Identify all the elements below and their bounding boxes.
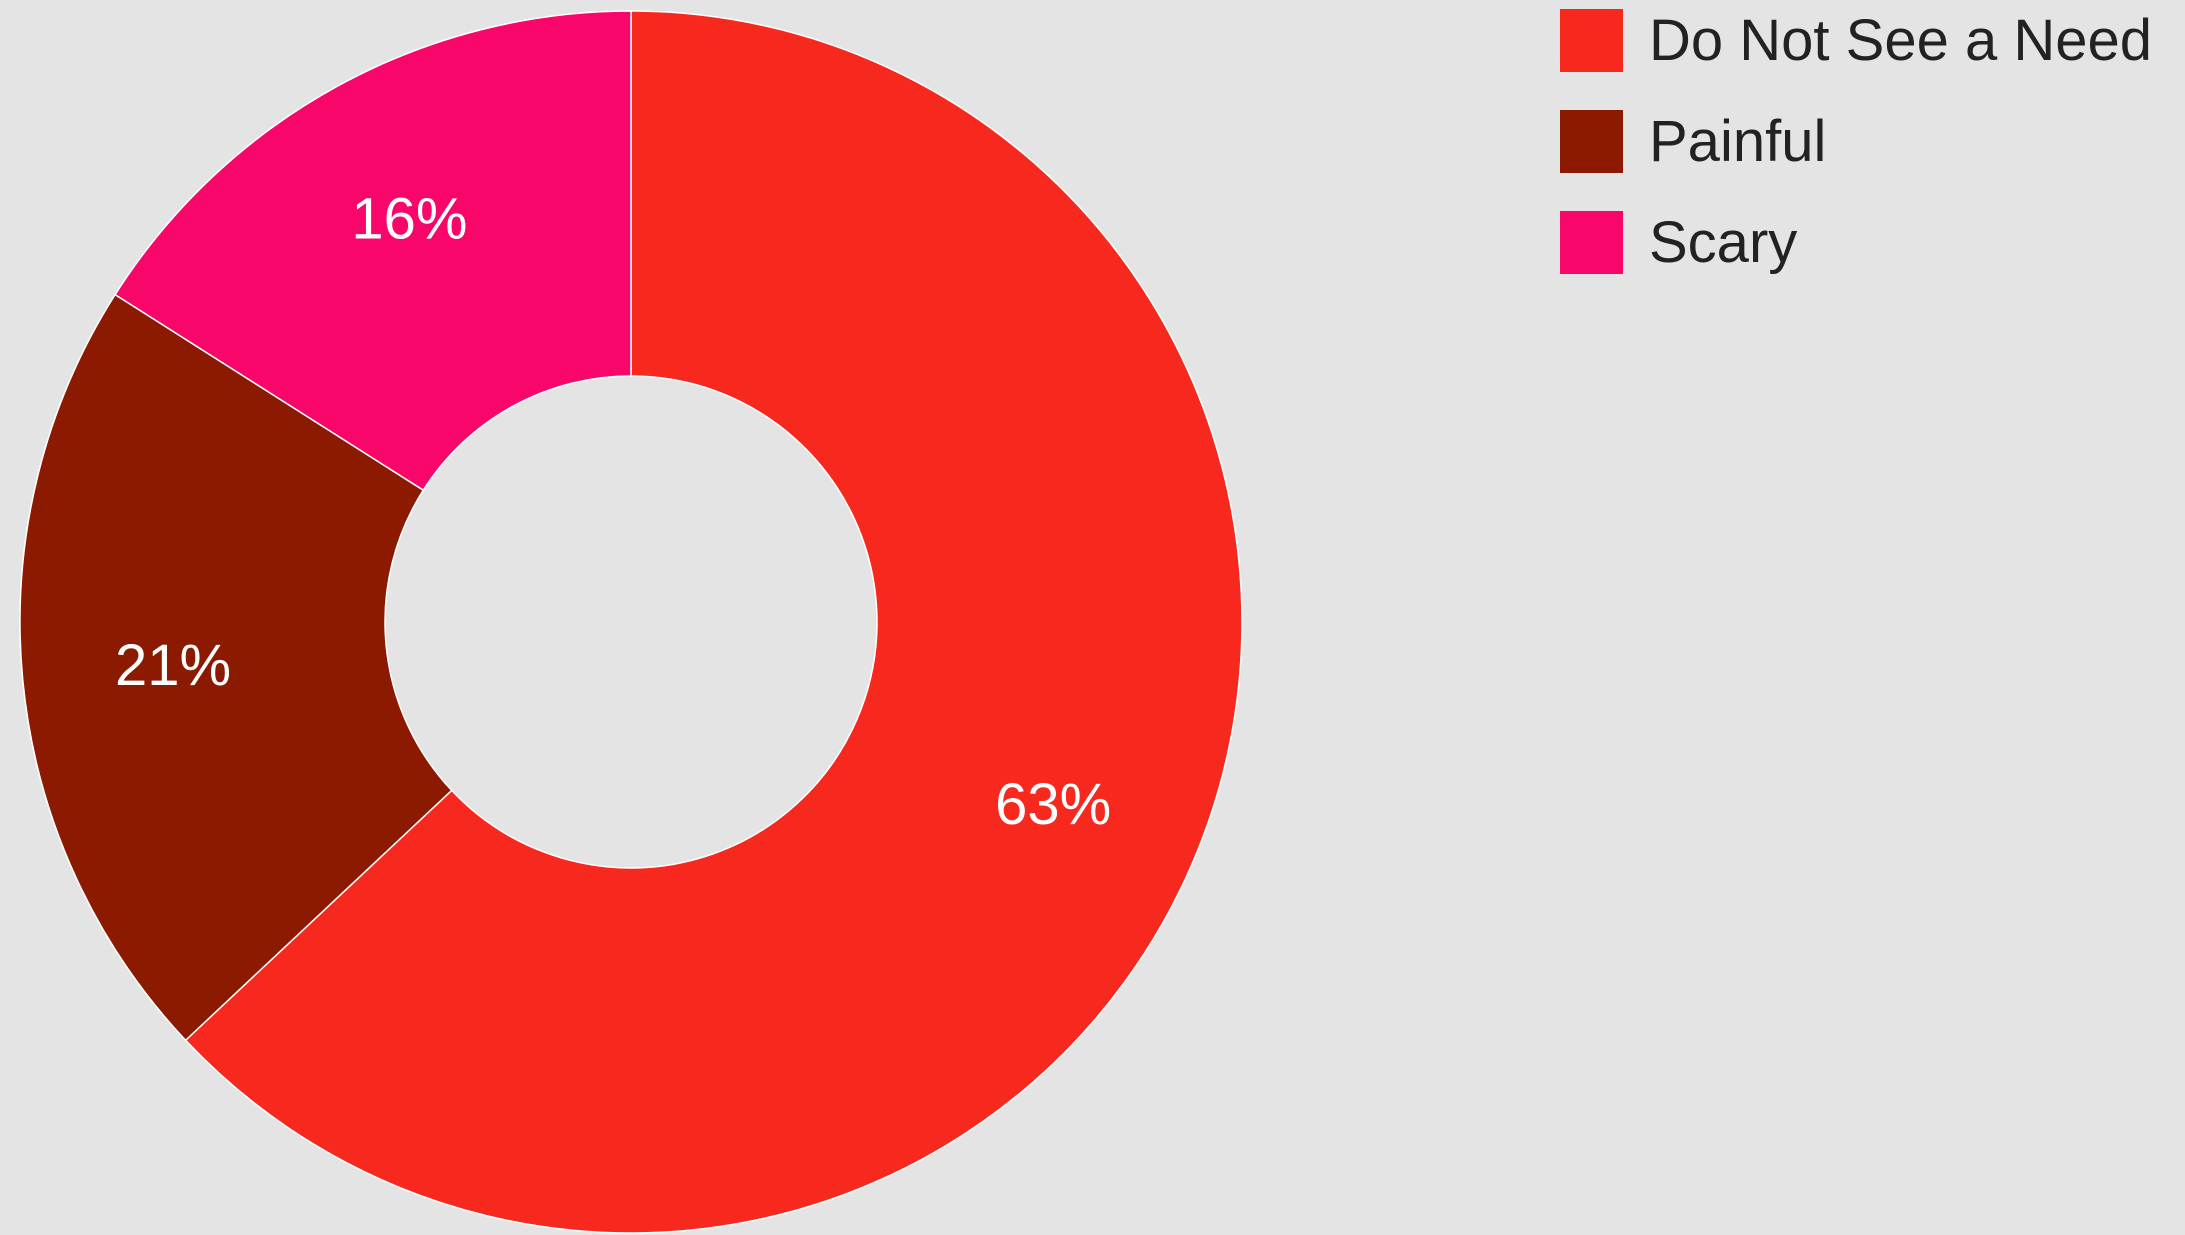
legend-item-scary: Scary bbox=[1560, 209, 2152, 275]
slice-label-scary: 16% bbox=[351, 186, 467, 251]
legend-swatch bbox=[1560, 109, 1623, 173]
slice-scary bbox=[114, 10, 632, 492]
legend-label: Do Not See a Need bbox=[1649, 7, 2152, 73]
legend-swatch bbox=[1560, 210, 1623, 274]
slice-do-not-see-a-need bbox=[184, 10, 1243, 1234]
legend-swatch bbox=[1560, 8, 1623, 72]
legend-label: Painful bbox=[1649, 108, 1827, 174]
slice-painful bbox=[19, 293, 453, 1042]
legend-label: Scary bbox=[1649, 209, 1798, 275]
donut-chart: 63% 21% 16% bbox=[19, 10, 1243, 1234]
slice-label-do-not-see-a-need: 63% bbox=[995, 772, 1111, 837]
legend-item-do-not-see-a-need: Do Not See a Need bbox=[1560, 7, 2152, 73]
legend: Do Not See a Need Painful Scary bbox=[1560, 8, 2152, 311]
slice-label-painful: 21% bbox=[115, 633, 231, 698]
legend-item-painful: Painful bbox=[1560, 108, 2152, 174]
